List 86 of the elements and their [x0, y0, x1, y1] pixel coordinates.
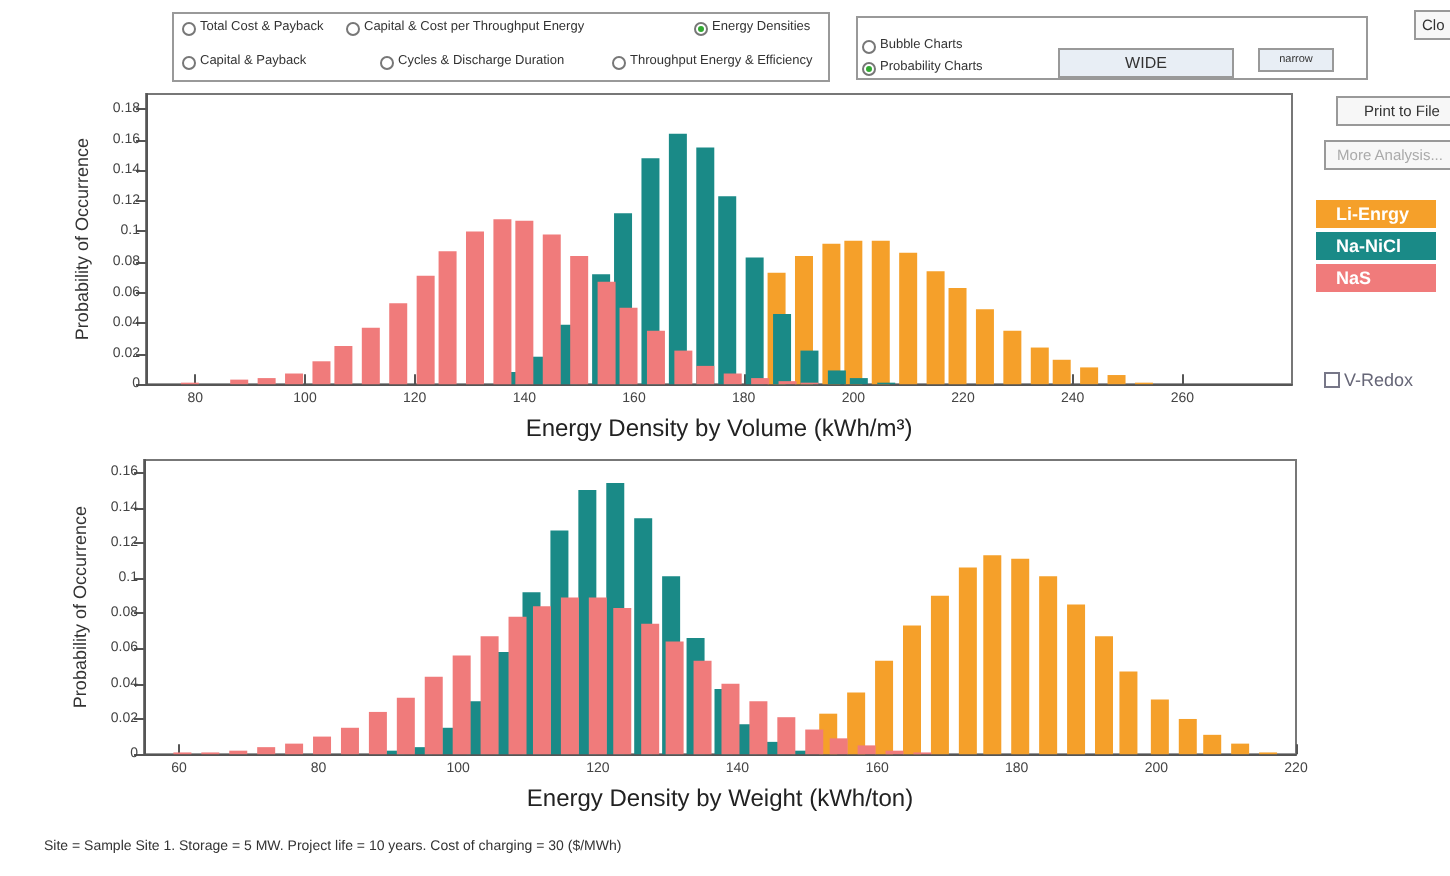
bar	[361, 327, 380, 385]
bar	[613, 607, 632, 755]
bar	[1178, 718, 1197, 755]
bar	[560, 597, 579, 755]
bar	[674, 350, 693, 385]
bar	[452, 655, 471, 755]
text: WIDE	[1058, 48, 1234, 78]
bar	[1011, 558, 1030, 755]
bar	[773, 313, 792, 385]
bar	[983, 555, 1002, 755]
bar	[948, 287, 967, 385]
bar	[745, 257, 764, 385]
bar	[466, 231, 484, 385]
bar	[588, 597, 607, 755]
bar	[1067, 604, 1086, 755]
bar	[844, 240, 863, 385]
text: Na-NiCl	[1336, 236, 1402, 256]
bar	[368, 711, 387, 755]
bar	[696, 365, 715, 385]
bar	[1003, 330, 1022, 385]
bar	[493, 219, 512, 385]
bar	[1203, 734, 1222, 755]
bar	[723, 373, 742, 385]
bar	[257, 378, 276, 385]
bar	[597, 281, 616, 385]
bar	[334, 346, 353, 385]
bar	[313, 736, 332, 755]
y-axis-title: Probability of Occurrence	[71, 138, 92, 341]
bar	[257, 747, 276, 755]
text: NaS	[1336, 268, 1372, 288]
bar	[1095, 636, 1113, 755]
bar	[668, 133, 687, 385]
bar	[1080, 367, 1099, 385]
bar	[619, 307, 638, 385]
bar	[975, 309, 994, 385]
bar	[424, 676, 443, 755]
bar	[903, 625, 921, 755]
bar	[532, 606, 551, 755]
bar	[285, 373, 304, 385]
bar	[847, 692, 866, 755]
bar	[958, 567, 977, 755]
text: V-Redox	[1344, 370, 1414, 390]
bar	[926, 271, 945, 385]
bar	[875, 660, 894, 755]
bar	[829, 738, 848, 755]
bar	[849, 378, 868, 385]
x-axis-title: Energy Density by Volume (kWh/m³)	[525, 414, 913, 442]
bar	[930, 595, 949, 755]
bar	[641, 623, 660, 755]
bar	[285, 743, 304, 755]
bar	[721, 683, 740, 755]
bar	[1039, 576, 1058, 755]
bar	[438, 251, 457, 385]
bar	[416, 275, 435, 385]
bar	[508, 616, 527, 755]
text: Li-Enrgy	[1336, 204, 1410, 224]
bar	[1150, 699, 1169, 755]
bar	[718, 196, 737, 385]
bar	[646, 330, 665, 385]
bar	[389, 303, 408, 385]
bar	[693, 660, 712, 755]
bar	[1119, 671, 1138, 755]
bar	[396, 697, 415, 755]
bar	[1052, 359, 1071, 385]
bar	[777, 717, 796, 755]
bar	[800, 350, 819, 385]
x-axis-title: Energy Density by Weight (kWh/ton)	[526, 784, 914, 812]
bar	[899, 252, 918, 385]
bar	[340, 727, 359, 755]
y-axis-title: Probability of Occurrence	[69, 506, 90, 709]
bar	[751, 378, 770, 385]
bar	[480, 636, 499, 755]
bar	[857, 745, 876, 755]
bar	[542, 234, 561, 385]
bar	[1030, 347, 1049, 385]
bar	[515, 220, 534, 385]
bar	[312, 361, 331, 385]
bar	[871, 240, 890, 385]
bar	[749, 701, 768, 755]
bar	[827, 370, 846, 385]
bar	[805, 729, 824, 755]
bar	[1231, 743, 1250, 755]
bar	[822, 243, 841, 385]
bar	[570, 255, 589, 385]
bar	[665, 641, 684, 755]
bar	[1107, 375, 1126, 385]
